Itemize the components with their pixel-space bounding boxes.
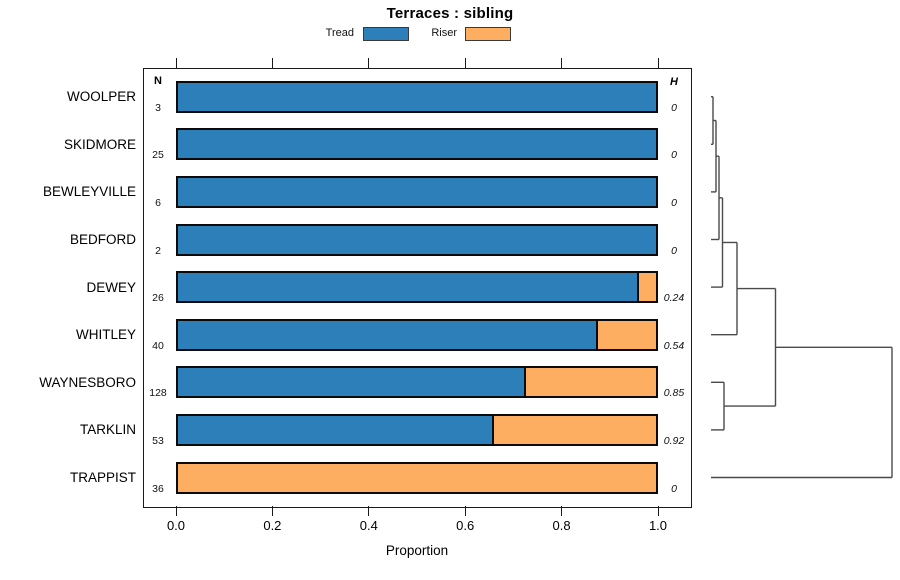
h-value: 0 — [671, 482, 677, 495]
bar-segment-riser — [494, 413, 658, 446]
h-value: 0.92 — [663, 434, 685, 447]
x-tick-label: 0.6 — [456, 518, 475, 533]
legend-label-riser: Riser — [431, 27, 457, 39]
bar-row — [176, 80, 658, 113]
bar-segment-tread — [176, 318, 598, 351]
x-tick-label: 1.0 — [648, 518, 668, 533]
n-value: 6 — [155, 196, 161, 209]
row-label: DEWEY — [86, 279, 136, 295]
x-tick-label: 0.2 — [263, 518, 282, 533]
bar-segment-tread — [176, 366, 527, 399]
h-value: 0.54 — [663, 339, 685, 352]
chart-title: Terraces : sibling — [386, 5, 514, 22]
x-tick-top — [271, 58, 273, 68]
bar-segment-riser — [597, 318, 658, 351]
plot-frame — [143, 68, 692, 508]
bar-row — [176, 223, 658, 256]
x-axis-title: Proportion — [385, 543, 449, 558]
n-value: 2 — [155, 244, 161, 257]
row-label: WOOLPER — [66, 89, 136, 105]
bar-row — [176, 128, 658, 161]
bar-segment-tread — [176, 128, 658, 161]
row-label: WHITLEY — [75, 327, 136, 343]
x-tick-bottom — [271, 506, 273, 516]
bar-segment-tread — [176, 80, 658, 113]
row-label: SKIDMORE — [63, 136, 136, 152]
bar-row — [176, 366, 658, 399]
x-tick-top — [175, 58, 177, 68]
x-tick-top — [657, 58, 659, 68]
row-label: BEWLEYVILLE — [42, 184, 136, 200]
x-tick-top — [561, 58, 563, 68]
h-column-header: H — [670, 76, 678, 88]
n-value: 25 — [152, 149, 164, 162]
h-value: 0 — [671, 149, 677, 162]
x-tick-top — [464, 58, 466, 68]
bar-segment-tread — [176, 413, 495, 446]
row-label: TARKLIN — [79, 422, 136, 438]
bar-segment-riser — [639, 271, 658, 304]
row-label: TRAPPIST — [69, 470, 136, 485]
n-value: 128 — [149, 387, 167, 400]
bar-segment-tread — [176, 223, 658, 256]
h-value: 0.24 — [663, 292, 685, 305]
bar-row — [176, 175, 658, 208]
n-value: 26 — [152, 292, 164, 305]
bar-segment-tread — [176, 175, 658, 208]
legend-label-tread: Tread — [325, 27, 354, 39]
bar-segment-riser — [176, 461, 658, 494]
x-tick-bottom — [561, 506, 563, 516]
x-tick-bottom — [368, 506, 370, 516]
x-tick-bottom — [464, 506, 466, 516]
bar-row — [176, 271, 658, 304]
x-tick-bottom — [175, 506, 177, 516]
x-tick-label: 0.0 — [166, 518, 186, 533]
n-value: 3 — [155, 101, 161, 114]
x-tick-bottom — [657, 506, 659, 516]
bar-row — [176, 413, 658, 446]
h-value: 0 — [671, 196, 677, 209]
n-column-header: N — [154, 75, 162, 87]
h-value: 0 — [671, 101, 677, 114]
n-value: 36 — [152, 482, 164, 495]
legend-swatch-riser — [465, 27, 511, 41]
n-value: 53 — [152, 434, 164, 447]
bar-segment-riser — [526, 366, 658, 399]
bar-segment-tread — [176, 271, 640, 304]
n-value: 40 — [152, 339, 164, 352]
x-tick-label: 0.4 — [359, 518, 378, 533]
x-tick-top — [368, 58, 370, 68]
bar-row — [176, 461, 658, 494]
h-value: 0 — [671, 244, 677, 257]
bar-row — [176, 318, 658, 351]
legend-swatch-tread — [363, 27, 409, 41]
x-tick-label: 0.8 — [552, 518, 571, 533]
row-label: BEDFORD — [69, 232, 136, 247]
h-value: 0.85 — [663, 387, 685, 400]
row-label: WAYNESBORO — [39, 374, 136, 390]
